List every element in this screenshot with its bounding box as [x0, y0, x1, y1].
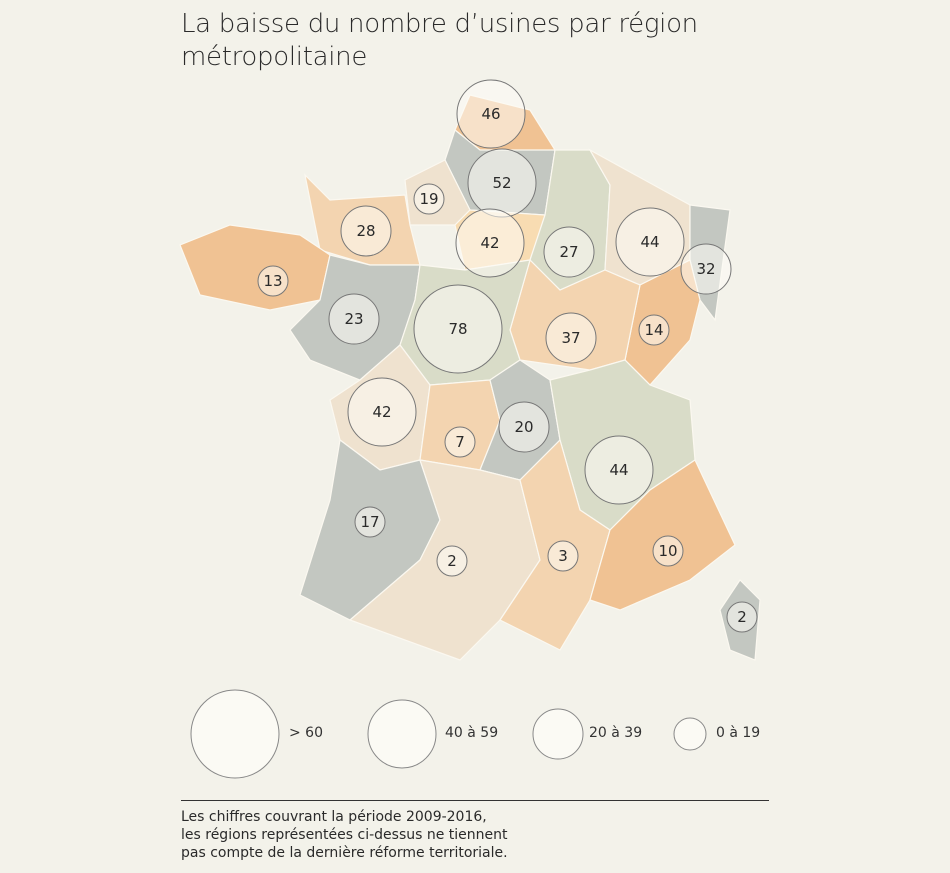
bubble-value: 42	[372, 403, 391, 421]
bubble-circle	[726, 601, 758, 633]
bubble-value: 17	[360, 513, 379, 531]
footnote-line: les régions représentées ci-dessus ne ti…	[181, 827, 508, 843]
legend-circles	[190, 689, 707, 779]
bubble-circle	[547, 540, 579, 572]
bubble: 46	[456, 79, 526, 149]
bubble: 19	[413, 183, 445, 215]
bubble-value: 7	[455, 433, 465, 451]
bubble-value: 44	[609, 461, 628, 479]
bubble: 23	[328, 293, 380, 345]
bubble: 44	[584, 435, 654, 505]
bubble-circle	[638, 314, 670, 346]
footnote-line: Les chiffres couvrant la période 2009-20…	[181, 809, 487, 825]
bubble: 42	[347, 377, 417, 447]
legend-circle	[190, 689, 280, 779]
bubble: 78	[413, 284, 503, 374]
bubble: 17	[354, 506, 386, 538]
bubble-circle	[257, 265, 289, 297]
bubble-circle	[584, 435, 654, 505]
bubble-value: 78	[448, 320, 467, 338]
bubble-value: 23	[344, 310, 363, 328]
bubble: 3	[547, 540, 579, 572]
bubble: 44	[615, 207, 685, 277]
bubble-circle	[340, 205, 392, 257]
bubble: 42	[455, 208, 525, 278]
legend-circle	[673, 717, 707, 751]
bubble-circle	[444, 426, 476, 458]
bubble-circle	[615, 207, 685, 277]
bubble-circle	[498, 401, 550, 453]
bubble-circle	[680, 243, 732, 295]
legend-circle	[367, 699, 437, 769]
bubble-value: 46	[481, 105, 500, 123]
bubble-circle	[455, 208, 525, 278]
bubble: 10	[652, 535, 684, 567]
bubble-value: 52	[492, 174, 511, 192]
bubble-circle	[652, 535, 684, 567]
bubble: 32	[680, 243, 732, 295]
bubble-value: 32	[696, 260, 715, 278]
bubble-circle	[347, 377, 417, 447]
legend-label-0-19: 0 à 19	[716, 725, 761, 741]
bubble-value: 3	[558, 547, 568, 565]
bubble-circle	[545, 312, 597, 364]
page-title: La baisse du nombre d’usines par région …	[181, 9, 698, 72]
bubble: 20	[498, 401, 550, 453]
bubble-value: 19	[419, 190, 438, 208]
bubble: 37	[545, 312, 597, 364]
bubble: 52	[467, 148, 537, 218]
bubble: 27	[543, 226, 595, 278]
bubble-value: 20	[514, 418, 533, 436]
bubble: 7	[444, 426, 476, 458]
legend-label-20-39: 20 à 39	[589, 725, 643, 741]
legend-circle	[532, 708, 584, 760]
bubble: 13	[257, 265, 289, 297]
bubble-value: 28	[356, 222, 375, 240]
bubble-value: 42	[480, 234, 499, 252]
bubble: 14	[638, 314, 670, 346]
bubble-circle	[413, 183, 445, 215]
bubble-circle	[456, 79, 526, 149]
bubble: 2	[726, 601, 758, 633]
bubble-value: 13	[263, 272, 282, 290]
bubble-value: 2	[447, 552, 457, 570]
region-bretagne	[179, 224, 331, 311]
bubble-circle	[328, 293, 380, 345]
bubble-value: 14	[644, 321, 663, 339]
bubble-value: 37	[561, 329, 580, 347]
bubble-circle	[413, 284, 503, 374]
footnote-line: pas compte de la dernière réforme territ…	[181, 845, 508, 861]
bubble-value: 44	[640, 233, 659, 251]
bubble-circle	[543, 226, 595, 278]
bubble-value: 2	[737, 608, 747, 626]
footnote: Les chiffres couvrant la période 2009-20…	[181, 808, 508, 862]
region-paca	[589, 459, 736, 611]
bubble-value: 27	[559, 243, 578, 261]
bubble: 2	[436, 545, 468, 577]
bubble-circle	[436, 545, 468, 577]
bubble-circle	[354, 506, 386, 538]
bubble: 28	[340, 205, 392, 257]
legend-label-over-60: > 60	[289, 725, 323, 741]
legend-label-40-59: 40 à 59	[445, 725, 499, 741]
bubble-value: 10	[658, 542, 677, 560]
divider	[181, 800, 769, 801]
